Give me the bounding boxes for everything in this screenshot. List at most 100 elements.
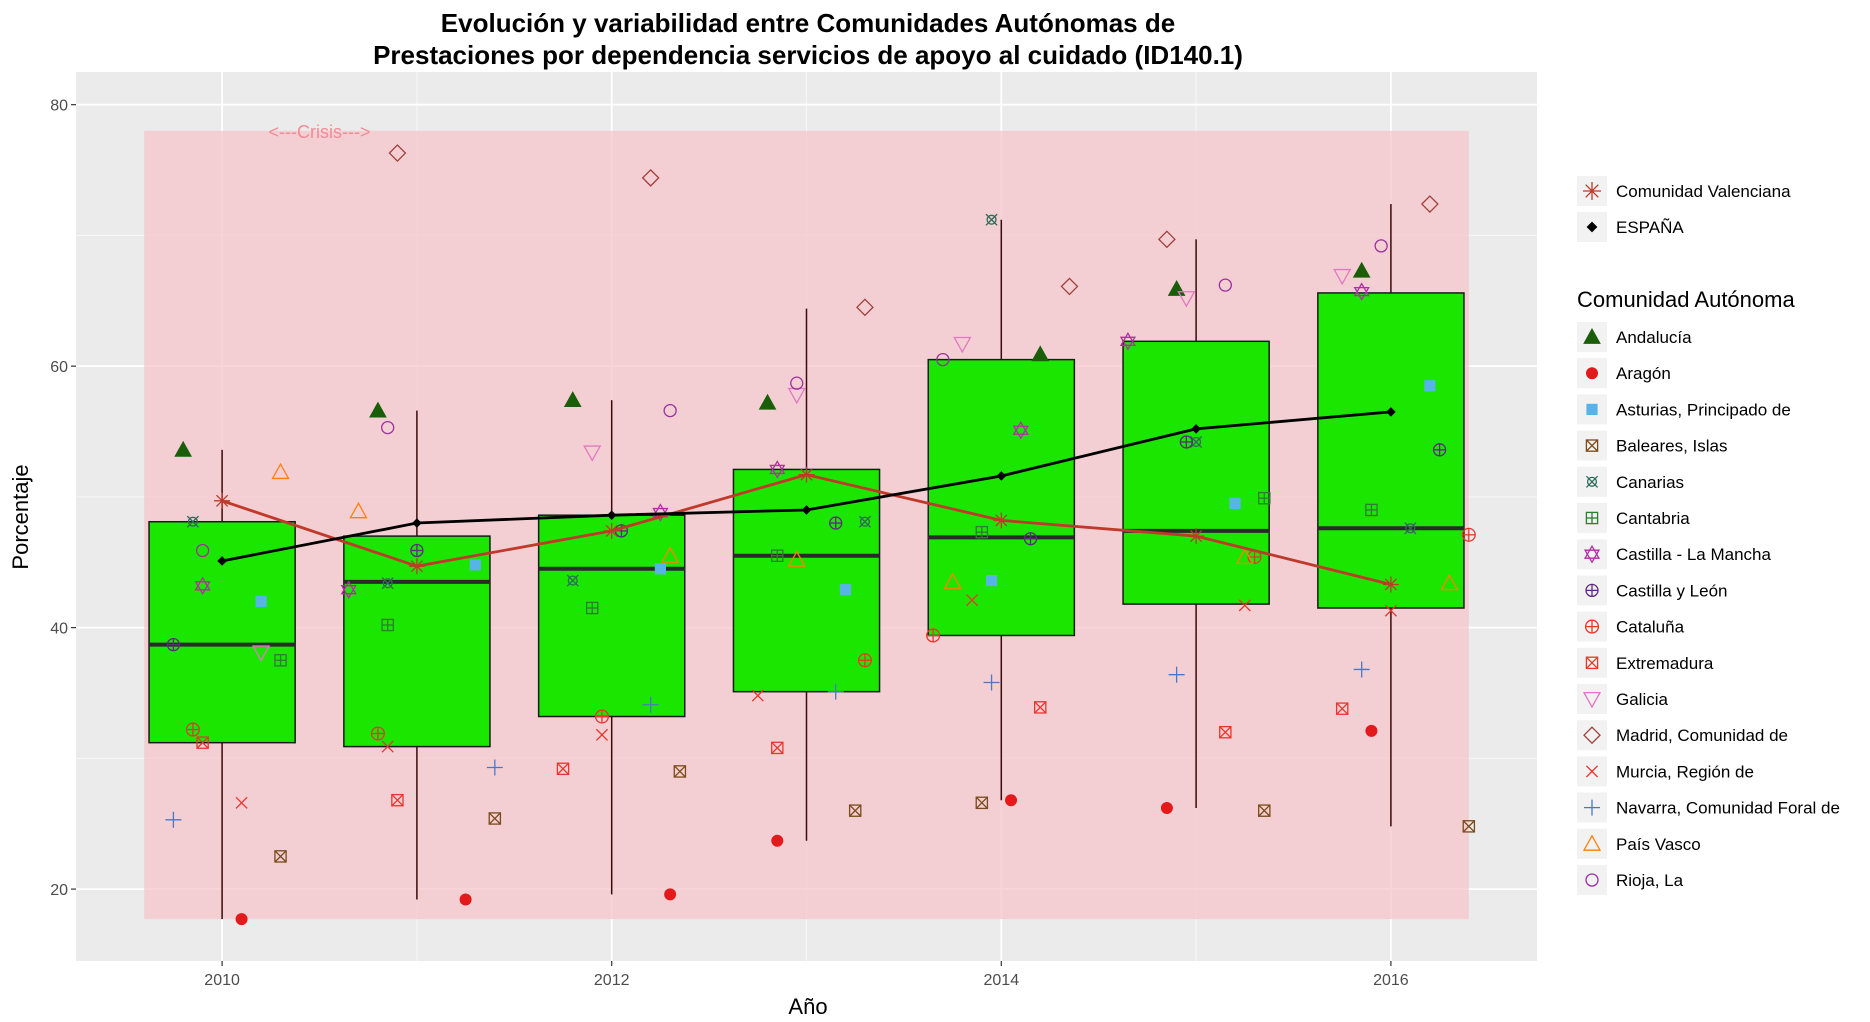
- marker-shape: [661, 546, 680, 563]
- marker-shape: [1583, 549, 1601, 564]
- data-point: [664, 888, 677, 901]
- data-point: [1420, 195, 1439, 213]
- marker-shape: [1119, 332, 1137, 346]
- data-point: [654, 563, 666, 575]
- marker-shape: [1031, 345, 1050, 362]
- data-point: [1384, 604, 1397, 617]
- marker-shape: [174, 440, 192, 457]
- marker-shape: [996, 471, 1007, 481]
- data-point: [185, 722, 200, 737]
- legend-item: ESPAÑA: [1577, 212, 1684, 242]
- marker-shape: [255, 595, 267, 608]
- marker-shape: [1191, 424, 1201, 434]
- data-point: [1157, 230, 1176, 249]
- data-point: [370, 726, 385, 741]
- data-point: [827, 683, 844, 700]
- line-point: [606, 510, 617, 520]
- data-point: [340, 580, 357, 600]
- data-point: [1404, 522, 1417, 535]
- marker-shape: [340, 580, 357, 595]
- data-point: [563, 391, 582, 408]
- data-point: [758, 393, 777, 410]
- data-point: [235, 796, 248, 809]
- legend-key: [1585, 511, 1599, 525]
- line-point: [408, 558, 425, 575]
- marker-shape: [1374, 239, 1388, 253]
- marker-shape: [349, 501, 368, 519]
- marker-shape: [1157, 230, 1176, 249]
- marker-shape: [1258, 804, 1271, 817]
- data-point: [1461, 527, 1476, 542]
- marker-shape: [1353, 282, 1370, 297]
- data-point: [255, 595, 267, 608]
- legend-label: País Vasco: [1616, 835, 1701, 854]
- marker-shape: [369, 401, 387, 418]
- data-point: [1353, 661, 1370, 678]
- data-point: [459, 893, 472, 906]
- data-point: [174, 440, 192, 457]
- legend-key: [1585, 656, 1599, 670]
- legend-item: Andalucía: [1577, 322, 1692, 352]
- legend-item: Castilla - La Mancha: [1577, 539, 1772, 570]
- marker-shape: [1586, 476, 1598, 487]
- data-point: [936, 352, 950, 367]
- marker-shape: [1586, 221, 1598, 233]
- marker-shape: [1012, 425, 1029, 440]
- marker-shape: [1333, 268, 1352, 286]
- legend-label: Andalucía: [1616, 328, 1692, 347]
- data-point: [196, 736, 209, 749]
- series-pa-s-vasco: [271, 462, 1459, 591]
- trend-lines: [214, 407, 1399, 593]
- legend-label: Cataluña: [1616, 618, 1685, 637]
- box-iqr: [732, 468, 881, 693]
- legend-item: Cataluña: [1577, 611, 1685, 642]
- marker-shape: [663, 403, 677, 418]
- line-point: [1382, 576, 1399, 593]
- data-point: [1353, 282, 1370, 301]
- legend-label: Castilla - La Mancha: [1616, 545, 1772, 564]
- data-point: [1335, 702, 1349, 715]
- data-point: [349, 501, 368, 519]
- marker-shape: [1424, 380, 1436, 392]
- marker-shape: [1160, 802, 1173, 815]
- legend-item: Comunidad Valenciana: [1577, 176, 1791, 206]
- marker-shape: [194, 576, 211, 591]
- marker-shape: [848, 804, 862, 817]
- line-point: [1191, 424, 1201, 434]
- marker-shape: [1585, 439, 1599, 452]
- legend-key: [1583, 726, 1601, 745]
- legend-item: Rioja, La: [1577, 865, 1684, 895]
- legend-item: Extremadura: [1577, 647, 1714, 678]
- data-point: [1034, 701, 1047, 714]
- data-point: [388, 144, 407, 162]
- series-castilla-y-le-n: [166, 435, 1447, 652]
- marker-shape: [1238, 599, 1251, 612]
- data-point: [848, 804, 862, 817]
- marker-shape: [1582, 834, 1602, 851]
- legend-item: Murcia, Región de: [1577, 756, 1754, 787]
- marker-shape: [1335, 702, 1349, 715]
- marker-shape: [953, 336, 972, 354]
- x-tick-label: 2016: [1373, 972, 1409, 989]
- data-point: [663, 403, 677, 418]
- x-tick-label: 2012: [594, 972, 630, 989]
- legend-label: Cantabria: [1616, 509, 1690, 528]
- data-point: [1179, 435, 1194, 449]
- marker-shape: [1034, 701, 1047, 714]
- legend-label: Murcia, Región de: [1616, 762, 1754, 781]
- x-axis-label: Año: [788, 994, 827, 1019]
- data-point: [769, 460, 786, 479]
- legend-label: Navarra, Comunidad Foral de: [1616, 799, 1840, 818]
- marker-shape: [381, 420, 395, 435]
- marker-shape: [251, 645, 271, 662]
- marker-shape: [563, 391, 582, 408]
- data-point: [975, 796, 989, 810]
- marker-shape: [975, 796, 989, 810]
- data-point: [488, 812, 502, 825]
- data-point: [1218, 278, 1232, 292]
- crisis-label: <---Crisis--->: [269, 122, 371, 142]
- marker-shape: [771, 834, 784, 847]
- series-extremadura: [196, 701, 1349, 807]
- legend: Comunidad Valenciana ESPAÑA Comunidad Autó…: [1577, 176, 1840, 895]
- legend-item: Baleares, Islas: [1577, 430, 1728, 461]
